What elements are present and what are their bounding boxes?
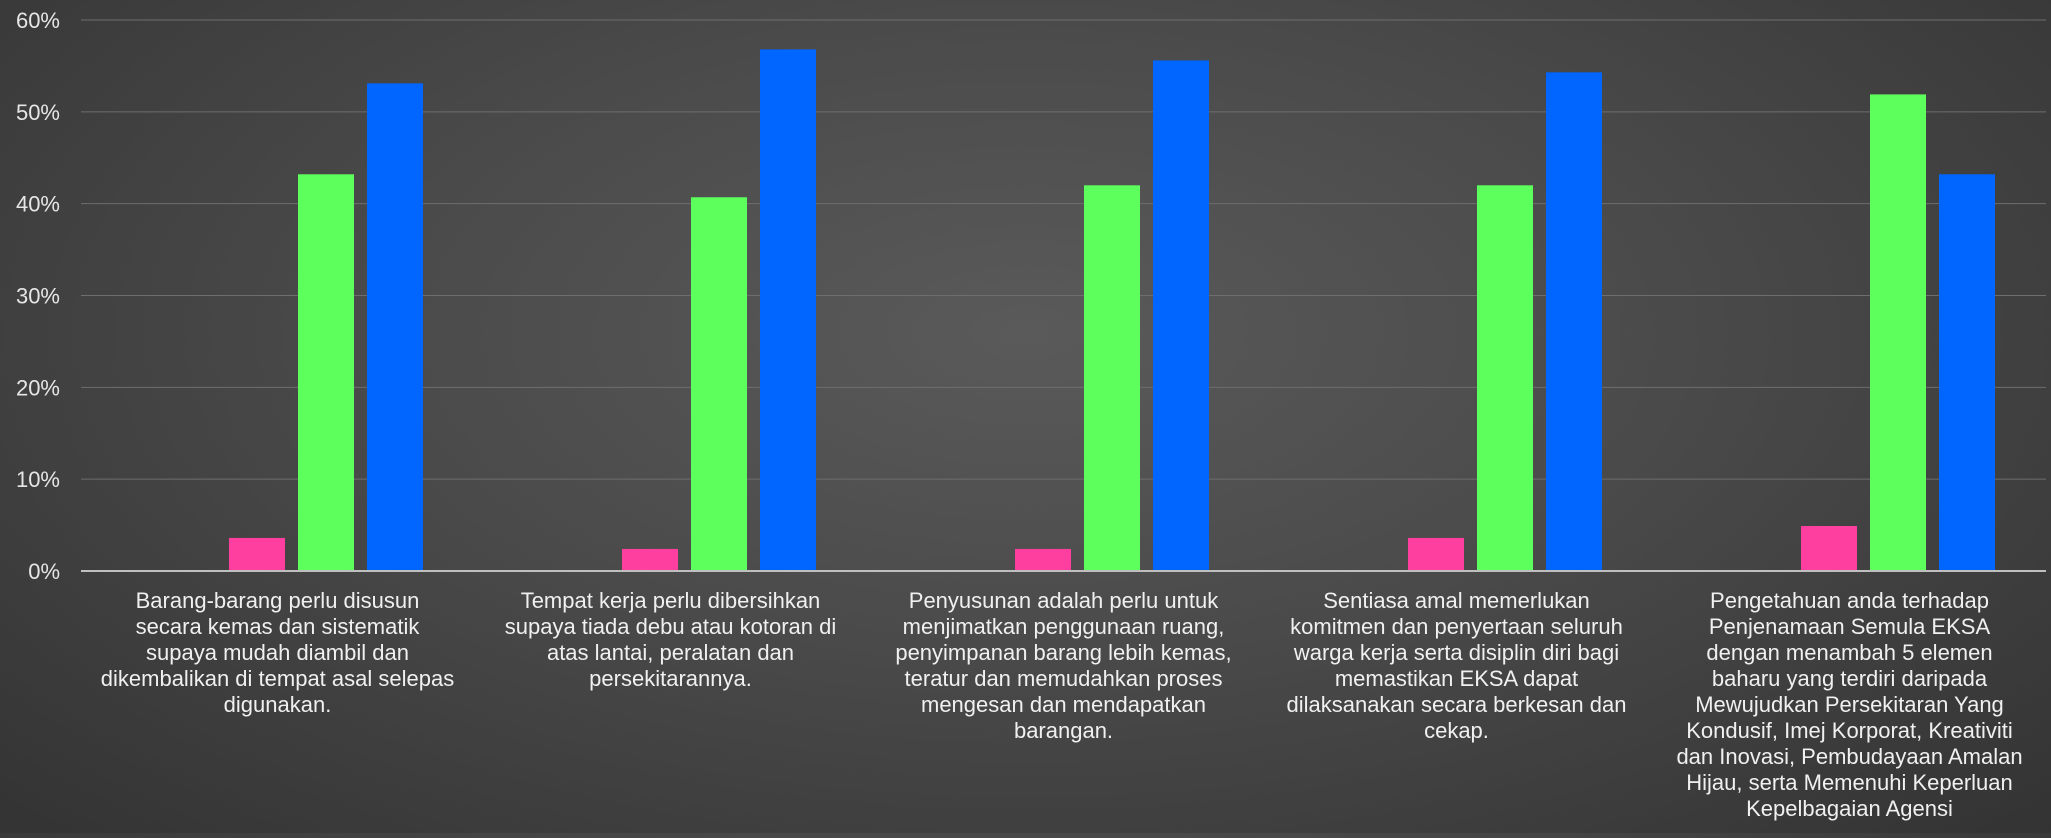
bar xyxy=(760,49,816,572)
bar xyxy=(691,197,747,571)
x-category-label: Tempat kerja perlu dibersihkan supaya tia… xyxy=(505,588,836,691)
bar xyxy=(1153,60,1209,571)
bar xyxy=(1870,94,1926,571)
bar xyxy=(229,537,285,571)
bars xyxy=(229,49,1995,572)
bar xyxy=(367,83,423,572)
x-category-label: Pengetahuan anda terhadap Penjenamaan Sem… xyxy=(1676,588,2022,821)
y-tick-label: 30% xyxy=(16,284,60,309)
y-tick-label: 40% xyxy=(16,192,60,217)
y-tick-label: 60% xyxy=(16,8,60,33)
x-category-label: Penyusunan adalah perlu untuk menjimatkan… xyxy=(895,588,1231,743)
x-axis-category-labels: Barang-barang perlu disusun secara kemas … xyxy=(101,588,2023,821)
bar xyxy=(1015,548,1071,571)
bar xyxy=(622,548,678,571)
bar xyxy=(1801,526,1857,571)
bar xyxy=(1939,174,1995,571)
bar xyxy=(1408,537,1464,571)
bar xyxy=(1084,185,1140,572)
bar xyxy=(1546,72,1602,571)
y-axis-ticks: 0% 10% 20% 30% 40% 50% 60% xyxy=(16,8,60,584)
x-category-label: Sentiasa amal memerlukan komitmen dan pen… xyxy=(1286,588,1626,743)
x-category-label: Barang-barang perlu disusun secara kemas … xyxy=(101,588,454,717)
y-tick-label: 10% xyxy=(16,467,60,492)
y-tick-label: 0% xyxy=(28,559,60,584)
bar xyxy=(1477,185,1533,572)
y-tick-label: 20% xyxy=(16,375,60,400)
bar xyxy=(298,174,354,571)
y-tick-label: 50% xyxy=(16,100,60,125)
